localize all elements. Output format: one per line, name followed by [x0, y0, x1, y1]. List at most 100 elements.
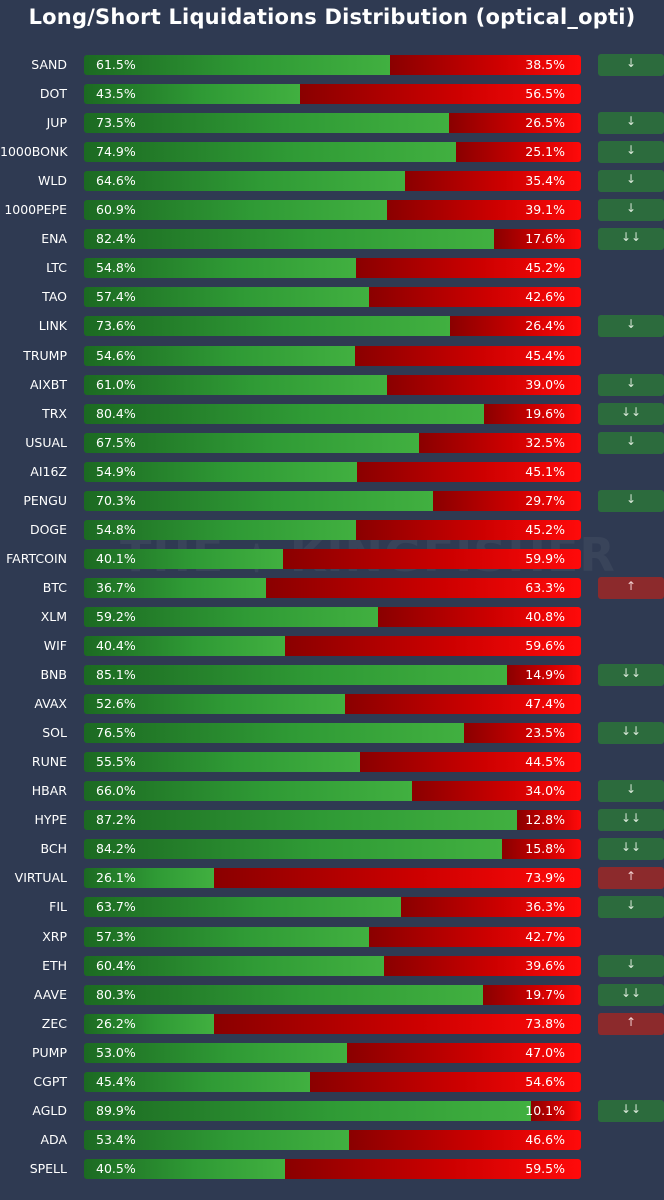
long-percent-label: 80.4%: [96, 406, 136, 421]
category-label: DOGE: [29, 522, 67, 537]
long-bar: [84, 171, 405, 191]
bar-track: 54.8% 45.2%: [84, 520, 581, 540]
long-bar: [84, 520, 356, 540]
short-bar: [484, 404, 581, 424]
long-percent-label: 60.9%: [96, 202, 136, 217]
category-label: ENA: [41, 231, 67, 246]
long-percent-label: 76.5%: [96, 725, 136, 740]
short-percent-label: 38.5%: [525, 57, 565, 72]
long-bar: [84, 694, 345, 714]
bar-track: 74.9% 25.1%: [84, 142, 581, 162]
long-percent-label: 45.4%: [96, 1074, 136, 1089]
category-label: PUMP: [31, 1045, 67, 1060]
long-percent-label: 40.5%: [96, 1161, 136, 1176]
bar-track: 45.4% 54.6%: [84, 1072, 581, 1092]
bar-track: 87.2% 12.8%: [84, 810, 581, 830]
short-percent-label: 15.8%: [525, 841, 565, 856]
bar-track: 70.3% 29.7%: [84, 491, 581, 511]
bar-track: 63.7% 36.3%: [84, 897, 581, 917]
bar-row: DOGE 54.8% 45.2%: [0, 520, 664, 540]
bar-row: AI16Z 54.9% 45.1%: [0, 462, 664, 482]
bar-track: 73.5% 26.5%: [84, 113, 581, 133]
bar-track: 53.4% 46.6%: [84, 1130, 581, 1150]
bar-row: TAO 57.4% 42.6%: [0, 287, 664, 307]
short-bar: [390, 55, 581, 75]
signal-down-badge: ↓: [598, 374, 664, 396]
long-percent-label: 60.4%: [96, 958, 136, 973]
short-bar: [450, 316, 581, 336]
long-percent-label: 64.6%: [96, 173, 136, 188]
signal-down-badge: ↓: [598, 199, 664, 221]
bar-track: 84.2% 15.8%: [84, 839, 581, 859]
bar-row: AVAX 52.6% 47.4%: [0, 694, 664, 714]
long-bar: [84, 375, 387, 395]
bar-row: TRX 80.4% 19.6% ↓↓: [0, 403, 664, 425]
signal-down-badge: ↓: [598, 112, 664, 134]
signal-down-badge: ↓↓: [598, 228, 664, 250]
short-percent-label: 59.9%: [525, 551, 565, 566]
short-percent-label: 73.9%: [525, 870, 565, 885]
bar-row: DOT 43.5% 56.5%: [0, 84, 664, 104]
long-bar: [84, 84, 300, 104]
short-bar: [378, 607, 581, 627]
category-label: WLD: [38, 173, 67, 188]
short-percent-label: 25.1%: [525, 144, 565, 159]
short-bar: [405, 171, 581, 191]
bar-track: 61.0% 39.0%: [84, 375, 581, 395]
long-percent-label: 54.8%: [96, 260, 136, 275]
short-percent-label: 47.0%: [525, 1045, 565, 1060]
bar-track: 80.3% 19.7%: [84, 985, 581, 1005]
bar-track: 82.4% 17.6%: [84, 229, 581, 249]
long-percent-label: 73.6%: [96, 318, 136, 333]
category-label: 1000BONK: [0, 144, 68, 159]
long-bar: [84, 346, 355, 366]
long-bar: [84, 578, 266, 598]
short-percent-label: 12.8%: [525, 812, 565, 827]
bar-track: 40.4% 59.6%: [84, 636, 581, 656]
long-percent-label: 80.3%: [96, 987, 136, 1002]
long-bar: [84, 607, 378, 627]
category-label: BCH: [40, 841, 67, 856]
long-percent-label: 53.4%: [96, 1132, 136, 1147]
long-percent-label: 82.4%: [96, 231, 136, 246]
category-label: VIRTUAL: [14, 870, 67, 885]
short-bar: [412, 781, 581, 801]
long-bar: [84, 839, 502, 859]
short-percent-label: 45.2%: [525, 260, 565, 275]
signal-down-badge: ↓: [598, 955, 664, 977]
category-label: TRX: [42, 406, 67, 421]
category-label: AAVE: [33, 987, 67, 1002]
short-bar: [387, 200, 581, 220]
short-bar: [369, 927, 581, 947]
bar-row: SPELL 40.5% 59.5%: [0, 1159, 664, 1179]
bar-track: 40.5% 59.5%: [84, 1159, 581, 1179]
short-bar: [384, 956, 581, 976]
category-label: RUNE: [31, 754, 67, 769]
short-percent-label: 59.6%: [525, 638, 565, 653]
bar-row: AAVE 80.3% 19.7% ↓↓: [0, 984, 664, 1006]
short-percent-label: 40.8%: [525, 609, 565, 624]
bar-track: 57.4% 42.6%: [84, 287, 581, 307]
bar-row: PENGU 70.3% 29.7% ↓: [0, 490, 664, 512]
bar-row: RUNE 55.5% 44.5%: [0, 752, 664, 772]
short-percent-label: 29.7%: [525, 493, 565, 508]
short-percent-label: 39.0%: [525, 377, 565, 392]
category-label: XRP: [42, 929, 67, 944]
bar-track: 89.9% 10.1%: [84, 1101, 581, 1121]
long-bar: [84, 665, 507, 685]
bar-row: BCH 84.2% 15.8% ↓↓: [0, 838, 664, 860]
bar-track: 26.1% 73.9%: [84, 868, 581, 888]
long-percent-label: 40.4%: [96, 638, 136, 653]
short-bar: [494, 229, 581, 249]
short-percent-label: 45.1%: [525, 464, 565, 479]
category-label: LINK: [38, 318, 67, 333]
short-bar: [285, 1159, 581, 1179]
short-percent-label: 47.4%: [525, 696, 565, 711]
category-label: LTC: [46, 260, 67, 275]
short-bar: [349, 1130, 581, 1150]
signal-down-badge: ↓: [598, 432, 664, 454]
long-bar: [84, 868, 214, 888]
bar-row: USUAL 67.5% 32.5% ↓: [0, 432, 664, 454]
bar-row: VIRTUAL 26.1% 73.9% ↑: [0, 867, 664, 889]
short-bar: [387, 375, 581, 395]
